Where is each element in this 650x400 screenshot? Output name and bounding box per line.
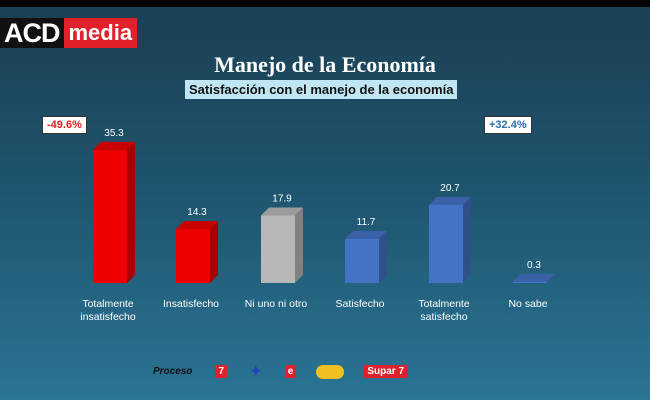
category-label: No sabe [508, 298, 547, 310]
category-label: Totalmente [418, 298, 470, 310]
bar-side [547, 273, 555, 283]
logo-acd: ACD [0, 18, 64, 48]
sponsor-7: 7 [215, 365, 228, 378]
data-label: 35.3 [104, 128, 124, 139]
category-label: Ni uno ni otro [245, 298, 308, 310]
bar-side [210, 221, 218, 283]
sponsor-supar7: Supar 7 [364, 365, 408, 378]
bar [429, 204, 463, 283]
chart-subtitle: Satisfacción con el manejo de la economí… [185, 80, 458, 99]
bar [261, 215, 295, 283]
category-label: Satisfecho [335, 298, 384, 310]
data-label: 20.7 [440, 183, 460, 194]
category-label: Insatisfecho [163, 298, 219, 310]
bar-top [345, 230, 387, 239]
bar-side [127, 141, 135, 283]
category-label: Totalmente [82, 298, 134, 310]
bar [93, 149, 127, 283]
sponsor-logos: Proceso 7 ✦ e Supar 7 [150, 362, 408, 381]
bar [345, 238, 379, 283]
negative-total-badge: -49.6% [42, 116, 87, 134]
acd-media-logo: ACD media [0, 18, 138, 48]
data-label: 0.3 [527, 260, 541, 271]
chart-title: Manejo de la Economía [214, 52, 436, 77]
bar [176, 229, 210, 283]
bar-top [176, 221, 218, 230]
data-label: 11.7 [357, 217, 376, 228]
bar [513, 281, 547, 283]
sponsor-proceso: Proceso [153, 366, 193, 377]
bar-side [295, 207, 303, 283]
data-label: 17.9 [272, 194, 292, 205]
category-label: insatisfecho [80, 311, 136, 323]
bar-top [429, 196, 471, 205]
bar-top [261, 207, 303, 216]
sponsor-icon: ✦ [250, 363, 262, 379]
bar-top [93, 141, 135, 150]
data-label: 14.3 [187, 207, 207, 218]
sponsor-e: e [284, 365, 297, 378]
category-label: satisfecho [420, 311, 467, 323]
bar-top [513, 273, 555, 282]
positive-total-badge: +32.4% [484, 116, 532, 134]
bar-side [379, 230, 387, 283]
top-bar [0, 0, 650, 7]
sponsor-bubble [316, 364, 345, 379]
logo-media: media [63, 18, 138, 48]
bar-side [463, 196, 471, 283]
